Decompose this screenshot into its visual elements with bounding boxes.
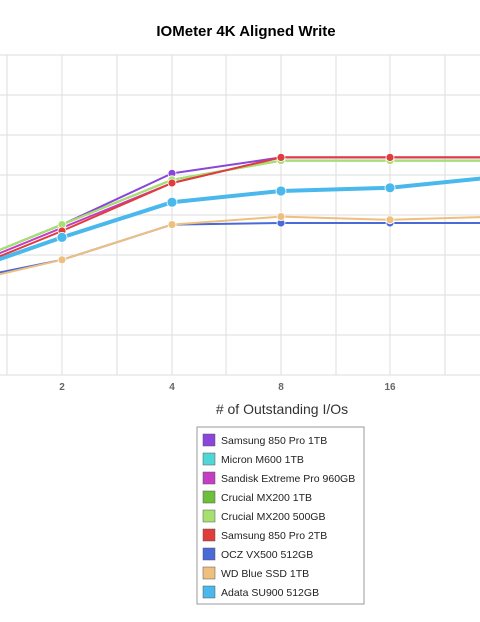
- series-line: [0, 215, 480, 276]
- x-tick-label: 4: [169, 382, 175, 393]
- legend-item-label: WD Blue SSD 1TB: [221, 568, 309, 580]
- legend-swatch: [202, 471, 216, 485]
- x-tick-label: 8: [278, 382, 284, 393]
- legend-swatch: [202, 509, 216, 523]
- legend-swatch: [202, 585, 216, 599]
- legend-item-label: Samsung 850 Pro 2TB: [221, 530, 327, 542]
- series-line: [0, 176, 480, 262]
- legend-item-label: OCZ VX500 512GB: [221, 549, 313, 561]
- data-point: [166, 196, 178, 208]
- legend-swatch: [202, 547, 216, 561]
- data-point: [56, 231, 68, 243]
- data-point: [384, 182, 396, 194]
- chart-title: IOMeter 4K Aligned Write: [156, 23, 335, 40]
- legend-swatch: [202, 490, 216, 504]
- series-line: [0, 222, 480, 274]
- legend-item-label: Crucial MX200 500GB: [221, 511, 325, 523]
- legend-item-label: Sandisk Extreme Pro 960GB: [221, 473, 355, 485]
- data-point: [57, 255, 67, 265]
- grid: [0, 54, 480, 376]
- legend-item-label: Adata SU900 512GB: [221, 587, 319, 599]
- data-point: [276, 152, 286, 162]
- data-point: [385, 152, 395, 162]
- x-ticks: 2 4 8 16: [59, 382, 396, 393]
- legend-swatch: [202, 566, 216, 580]
- x-tick-label: 16: [384, 382, 396, 393]
- legend-item-label: Samsung 850 Pro 1TB: [221, 435, 327, 447]
- legend: Samsung 850 Pro 1TB Micron M600 1TB Sandis…: [196, 426, 365, 605]
- data-point: [167, 178, 177, 188]
- series-line: [0, 156, 480, 258]
- legend-item-label: Crucial MX200 1TB: [221, 492, 312, 504]
- legend-swatch: [202, 433, 216, 447]
- legend-box: [196, 426, 365, 605]
- x-axis-label: # of Outstanding I/Os: [216, 401, 348, 417]
- legend-item-label: Micron M600 1TB: [221, 454, 304, 466]
- series-layer: [0, 152, 480, 276]
- data-point: [275, 185, 287, 197]
- data-point: [276, 212, 286, 222]
- x-tick-label: 2: [59, 382, 65, 393]
- data-point: [385, 215, 395, 225]
- legend-swatch: [202, 528, 216, 542]
- data-point: [167, 220, 177, 230]
- series-line: [0, 156, 480, 251]
- legend-swatch: [202, 452, 216, 466]
